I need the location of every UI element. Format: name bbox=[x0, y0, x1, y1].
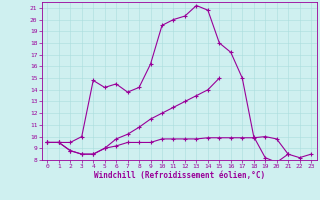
X-axis label: Windchill (Refroidissement éolien,°C): Windchill (Refroidissement éolien,°C) bbox=[94, 171, 265, 180]
